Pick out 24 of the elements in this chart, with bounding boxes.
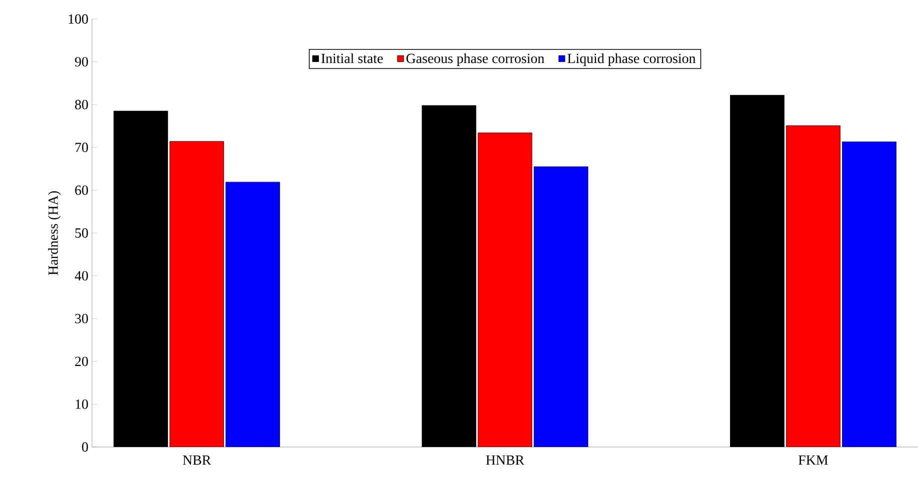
bar bbox=[786, 125, 840, 447]
bar bbox=[226, 182, 280, 447]
bar bbox=[842, 142, 896, 447]
legend-label: Liquid phase corrosion bbox=[568, 53, 696, 66]
y-tick-label: 0 bbox=[82, 442, 88, 452]
y-tick-label: 100 bbox=[68, 14, 88, 24]
x-tick-label: HNBR bbox=[486, 456, 524, 465]
y-tick-label: 20 bbox=[75, 356, 88, 366]
x-tick-label: FKM bbox=[798, 456, 828, 465]
y-tick-label: 60 bbox=[75, 185, 88, 195]
y-tick-label: 90 bbox=[74, 57, 88, 67]
bar bbox=[170, 141, 224, 447]
legend-label: Initial state bbox=[321, 53, 383, 64]
y-tick-label: 30 bbox=[75, 314, 88, 324]
bar bbox=[478, 132, 532, 447]
legend-label: Gaseous phase corrosion bbox=[406, 53, 544, 66]
y-tick-label: 40 bbox=[74, 271, 88, 281]
y-tick-label: 50 bbox=[75, 228, 88, 238]
x-tick-label: NBR bbox=[182, 456, 212, 465]
y-tick-label: 70 bbox=[75, 142, 88, 152]
bar bbox=[534, 166, 588, 447]
y-tick-label: 80 bbox=[75, 100, 88, 110]
y-axis-title: Hardness (HA) bbox=[48, 191, 61, 276]
y-tick-label: 10 bbox=[76, 399, 88, 409]
